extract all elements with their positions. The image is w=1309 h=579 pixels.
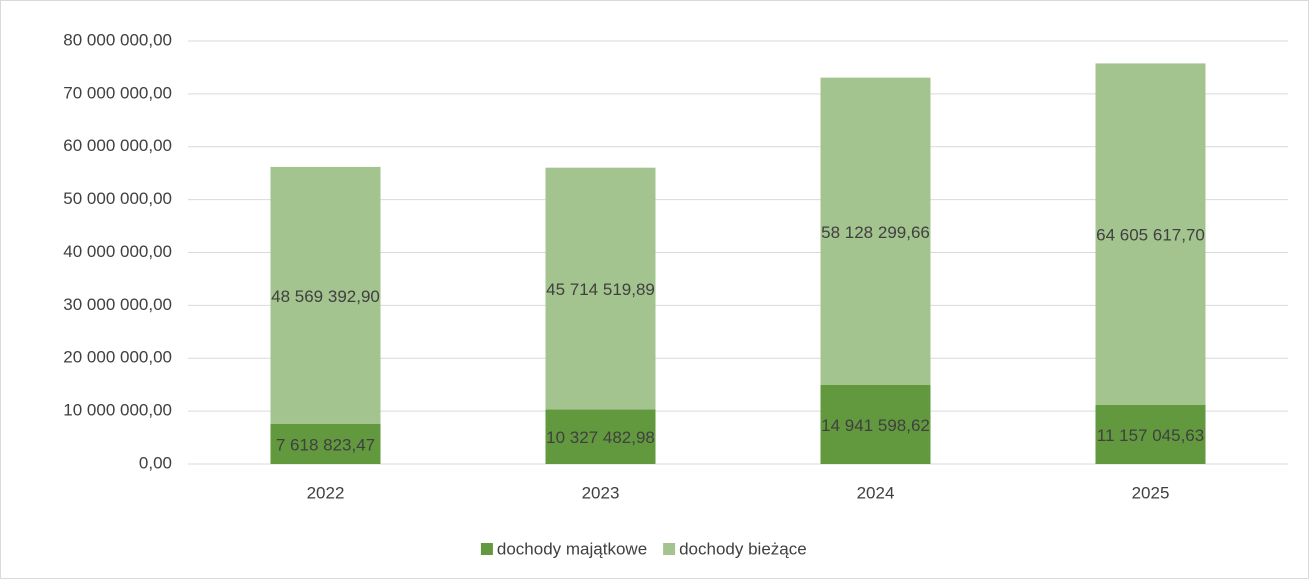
y-tick-label: 60 000 000,00 <box>63 136 172 155</box>
y-tick-label: 0,00 <box>139 453 172 472</box>
bar <box>820 384 931 464</box>
y-tick-label: 70 000 000,00 <box>63 83 172 102</box>
y-tick-label: 80 000 000,00 <box>63 30 172 49</box>
y-tick-label: 30 000 000,00 <box>63 295 172 314</box>
data-label: 58 128 299,66 <box>821 223 930 242</box>
y-tick-label: 10 000 000,00 <box>63 401 172 420</box>
x-tick-label: 2024 <box>857 483 895 502</box>
bar <box>545 409 656 464</box>
legend-swatch <box>480 543 493 555</box>
data-label: 7 618 823,47 <box>276 435 375 454</box>
bar <box>1095 405 1206 464</box>
y-tick-label: 40 000 000,00 <box>63 242 172 261</box>
x-tick-label: 2023 <box>582 483 620 502</box>
legend-label: dochody majątkowe <box>497 539 647 558</box>
y-tick-label: 20 000 000,00 <box>63 348 172 367</box>
data-label: 48 569 392,90 <box>271 287 380 306</box>
data-label: 11 157 045,63 <box>1097 426 1204 445</box>
data-label: 64 605 617,70 <box>1096 226 1205 245</box>
bar <box>820 77 931 385</box>
data-label: 14 941 598,62 <box>821 416 930 435</box>
legend-label: dochody bieżące <box>679 539 807 558</box>
x-tick-label: 2025 <box>1132 483 1170 502</box>
bar <box>545 167 656 410</box>
bar <box>270 423 381 464</box>
bar <box>1095 63 1206 406</box>
y-tick-label: 50 000 000,00 <box>63 189 172 208</box>
bar <box>270 166 381 424</box>
data-label: 45 714 519,89 <box>546 280 655 299</box>
x-tick-label: 2022 <box>307 483 345 502</box>
legend-swatch <box>663 543 676 555</box>
data-label: 10 327 482,98 <box>546 428 655 447</box>
